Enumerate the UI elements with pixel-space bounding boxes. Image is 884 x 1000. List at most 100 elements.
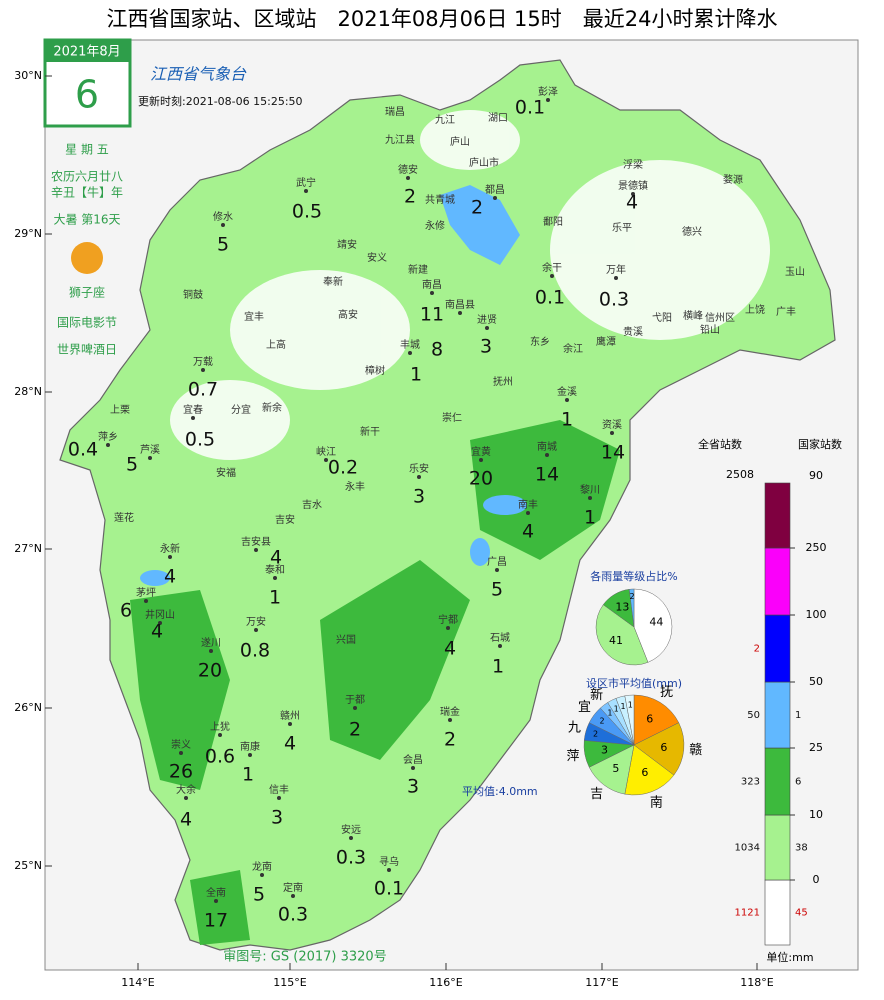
station-dot [158, 621, 162, 625]
pie-category: 南 [650, 794, 663, 810]
station-dot [148, 456, 152, 460]
station-name: 进贤 [477, 314, 497, 326]
place-name: 上饶 [745, 303, 765, 316]
day: 6 [75, 73, 99, 117]
station-name: 于都 [345, 694, 365, 706]
festival: 世界啤酒日 [57, 342, 117, 357]
rain-value: 0.6 [205, 746, 235, 768]
rain-value: 4 [151, 621, 163, 643]
place-name: 弋阳 [652, 311, 672, 324]
place-name: 安福 [216, 466, 236, 479]
rain-value: 4 [444, 638, 456, 660]
place-name: 鄱阳 [543, 215, 563, 228]
station-name: 万安 [246, 615, 266, 628]
station-dot [191, 416, 195, 420]
station-name: 赣州 [280, 709, 300, 722]
place-name: 婺源 [723, 173, 743, 186]
station-name: 修水 [213, 210, 233, 223]
station-name: 乐安 [409, 462, 429, 475]
dry-areas [170, 110, 770, 460]
average: 平均值:4.0mm [462, 785, 538, 798]
legend-header: 国家站数 [798, 437, 842, 451]
place-name: 庐山市 [469, 156, 499, 169]
station-name: 景德镇 [618, 179, 648, 192]
place-name: 宜丰 [244, 310, 264, 323]
station-name: 广昌 [487, 556, 507, 568]
rain-value: 0.3 [599, 289, 629, 311]
rain-value: 5 [126, 454, 138, 476]
legend-tick-label: 0 [813, 873, 820, 886]
rain-value: 0.5 [292, 201, 322, 223]
province-count: 50 [747, 710, 760, 721]
place-name: 浮梁 [623, 158, 643, 171]
station-dot [201, 368, 205, 372]
zodiac: 狮子座 [69, 285, 105, 300]
national-count: 1 [795, 710, 801, 721]
province-count: 2 [754, 644, 760, 655]
station-name: 芦溪 [140, 444, 160, 456]
station-dot [248, 753, 252, 757]
date-box-header [45, 40, 130, 62]
rain-value: 0.3 [336, 847, 366, 869]
rain-value: 5 [491, 579, 503, 601]
pie-value: 3 [601, 744, 608, 757]
station-name: 宁都 [438, 613, 458, 626]
station-dot [288, 722, 292, 726]
dynamic-layer: 30°N 29°N 28°N 27°N 26°N 25°N 114°E 115°E 116°E 1… [14, 69, 842, 989]
pie-category: 赣 [689, 743, 702, 758]
national-count: 38 [795, 843, 808, 854]
legend-tick-label: 50 [809, 675, 823, 688]
station-name: 永新 [160, 542, 180, 555]
station-dot [610, 431, 614, 435]
rain-value: 4 [626, 192, 638, 214]
station-dot [277, 796, 281, 800]
place-name: 九江县 [385, 134, 415, 146]
pie-value: 1 [614, 705, 619, 714]
station-name: 南康 [240, 740, 260, 753]
lunar: 农历六月廿八 [51, 170, 123, 184]
legend-tick-label: 250 [806, 541, 827, 554]
station-dot [406, 176, 410, 180]
lon-label: 117°E [585, 976, 618, 989]
rain-value: 2 [444, 729, 456, 751]
place-name: 庐山 [450, 135, 470, 148]
station-name: 彭泽 [538, 85, 558, 98]
station-name: 会昌 [403, 753, 423, 766]
station-dot [254, 628, 258, 632]
rain-value: 4 [522, 521, 534, 543]
pie-value: 6 [641, 766, 648, 779]
station-dot [291, 894, 295, 898]
station-name: 定南 [283, 881, 303, 894]
rain-value: 26 [169, 761, 193, 783]
approval: 审图号: GS (2017) 3320号 [223, 950, 386, 965]
pie-value: 6 [660, 741, 667, 754]
weekday: 星 期 五 [65, 143, 109, 157]
pie-value: 6 [646, 712, 653, 725]
station-name: 遂川 [201, 636, 221, 649]
station-dot [209, 649, 213, 653]
station-name: 德安 [398, 163, 418, 176]
rain-value: 3 [271, 807, 283, 829]
station-dot [446, 626, 450, 630]
rain-value: 11 [420, 304, 444, 326]
place-name: 新干 [360, 425, 380, 438]
station-dot [631, 192, 635, 196]
station-name: 万年 [606, 263, 626, 276]
place-name: 玉山 [785, 266, 805, 278]
rain-value: 4 [284, 733, 296, 755]
station-name: 瑞金 [440, 705, 460, 718]
legend-band [764, 681, 791, 749]
station-name: 安远 [341, 823, 361, 836]
station-name: 金溪 [557, 385, 577, 398]
national-count: 45 [795, 908, 808, 919]
rain-value: 3 [413, 486, 425, 508]
pie-title: 设区市平均值(mm) [586, 676, 682, 690]
place-name: 奉新 [323, 275, 343, 288]
pie-value: 41 [609, 634, 623, 647]
rain-value: 20 [469, 468, 493, 490]
wet-areas [130, 420, 620, 945]
lat-label: 27°N [14, 542, 42, 555]
station-name: 南丰 [518, 498, 538, 511]
rain-value: 8 [431, 339, 443, 361]
